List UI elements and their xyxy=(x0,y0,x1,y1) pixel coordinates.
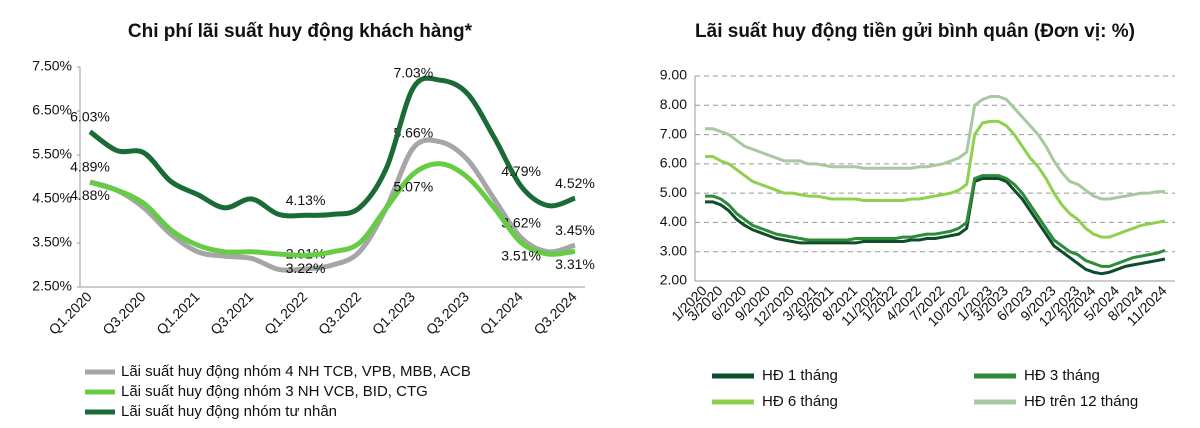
chart-title: Chi phí lãi suất huy động khách hàng* xyxy=(127,21,473,42)
legend-item: HĐ trên 12 tháng xyxy=(974,393,1138,410)
y-tick-label: 6.50% xyxy=(32,102,72,118)
series-line xyxy=(89,161,576,258)
data-label: 4.88% xyxy=(70,187,110,203)
x-tick-label: Q1.2021 xyxy=(153,288,202,337)
data-label: 3.45% xyxy=(555,222,595,238)
data-label: 3.51% xyxy=(501,247,541,263)
data-label: 3.22% xyxy=(286,260,326,276)
y-tick-label: 4.50% xyxy=(32,190,72,206)
data-label: 4.89% xyxy=(70,159,110,175)
legend-item: HĐ 1 tháng xyxy=(712,367,838,384)
y-tick-label: 5.50% xyxy=(32,146,72,162)
x-tick-label: Q1.2023 xyxy=(369,288,418,337)
y-tick-label: 7.50% xyxy=(32,58,72,74)
y-tick-label: 7.00 xyxy=(660,125,687,141)
legend-item: Lãi suất huy động nhóm 3 NH VCB, BID, CT… xyxy=(85,383,428,400)
data-label: 3.31% xyxy=(555,256,595,272)
data-label: 4.79% xyxy=(501,163,541,179)
series-line xyxy=(705,174,1166,268)
legend-item: HĐ 6 tháng xyxy=(712,393,838,410)
x-tick-label: Q3.2024 xyxy=(530,288,579,337)
data-label: 4.13% xyxy=(286,192,326,208)
y-tick-label: 3.00 xyxy=(660,242,687,258)
y-tick-label: 9.00 xyxy=(660,67,687,83)
x-tick-label: Q3.2023 xyxy=(423,288,472,337)
legend-item: Lãi suất huy động nhóm 4 NH TCB, VPB, MB… xyxy=(85,363,471,380)
data-label: 4.52% xyxy=(555,175,595,191)
legend-label: Lãi suất huy động nhóm 4 NH TCB, VPB, MB… xyxy=(121,363,471,380)
legend-label: Lãi suất huy động nhóm 3 NH VCB, BID, CT… xyxy=(121,383,428,400)
series-line xyxy=(705,95,1165,201)
data-label: 5.66% xyxy=(393,125,433,141)
y-tick-label: 4.00 xyxy=(660,213,687,229)
y-tick-label: 8.00 xyxy=(660,96,687,112)
series-line xyxy=(705,177,1166,276)
legend-item: Lãi suất huy động nhóm tư nhân xyxy=(85,403,337,420)
x-tick-label: Q3.2020 xyxy=(99,288,148,337)
x-tick-label: Q1.2020 xyxy=(45,288,94,337)
data-label: 3.62% xyxy=(501,214,541,230)
series-line xyxy=(88,75,576,219)
legend-label: Lãi suất huy động nhóm tư nhân xyxy=(121,403,337,420)
data-label: 6.03% xyxy=(70,108,110,124)
y-tick-label: 5.00 xyxy=(660,184,687,200)
x-tick-label: Q3.2021 xyxy=(207,288,256,337)
y-tick-label: 2.50% xyxy=(32,278,72,294)
data-label: 5.07% xyxy=(393,179,433,195)
y-tick-label: 6.00 xyxy=(660,155,687,171)
legend-item: HĐ 3 tháng xyxy=(974,367,1100,384)
legend-label: HĐ 3 tháng xyxy=(1024,367,1100,384)
chart-title: Lãi suất huy động tiền gửi bình quân (Đơ… xyxy=(695,21,1135,42)
x-tick-label: Q1.2022 xyxy=(261,288,310,337)
legend-label: HĐ trên 12 tháng xyxy=(1024,393,1138,410)
legend-label: HĐ 6 tháng xyxy=(762,393,838,410)
x-tick-label: Q3.2022 xyxy=(315,288,364,337)
x-tick-label: Q1.2024 xyxy=(477,288,526,337)
y-tick-label: 3.50% xyxy=(32,234,72,250)
legend-label: HĐ 1 tháng xyxy=(762,367,838,384)
series-line xyxy=(89,137,576,273)
series-line xyxy=(705,119,1166,239)
y-tick-label: 2.00 xyxy=(660,272,687,288)
data-label: 7.03% xyxy=(393,64,433,80)
